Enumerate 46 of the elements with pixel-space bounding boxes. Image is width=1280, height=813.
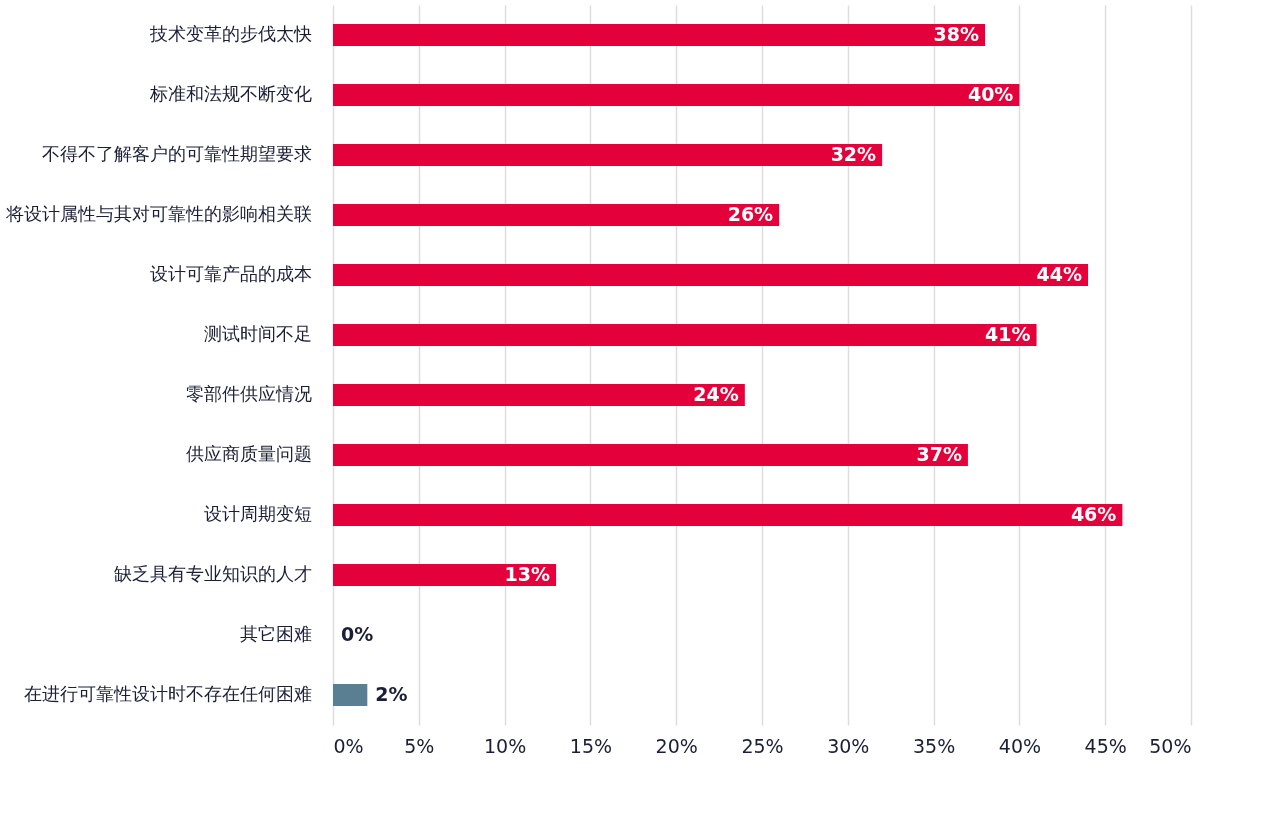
y-tick-label: 设计周期变短 bbox=[203, 503, 312, 524]
y-tick-label: 测试时间不足 bbox=[203, 323, 312, 344]
bar bbox=[333, 324, 1037, 346]
data-label: 13% bbox=[504, 563, 551, 585]
bar bbox=[333, 264, 1089, 286]
x-tick-label: 10% bbox=[483, 734, 527, 757]
x-tick-label: 35% bbox=[912, 734, 956, 757]
bar bbox=[333, 444, 968, 466]
y-tick-label: 在进行可靠性设计时不存在任何困难 bbox=[23, 683, 312, 704]
x-tick-label: 45% bbox=[1084, 734, 1127, 757]
bar bbox=[333, 564, 557, 586]
data-label: 2% bbox=[375, 683, 408, 705]
x-tick-label: 30% bbox=[827, 734, 870, 757]
y-tick-label: 供应商质量问题 bbox=[185, 443, 312, 464]
y-tick-label: 技术变革的步伐太快 bbox=[148, 23, 312, 44]
y-tick-label: 设计可靠产品的成本 bbox=[149, 263, 312, 284]
bar bbox=[333, 504, 1123, 526]
y-tick-label: 标准和法规不断变化 bbox=[148, 83, 312, 104]
bar bbox=[333, 684, 368, 706]
data-label: 44% bbox=[1036, 263, 1083, 285]
data-label: 38% bbox=[933, 23, 980, 45]
data-label: 40% bbox=[967, 83, 1014, 105]
data-label: 26% bbox=[727, 203, 774, 225]
data-label: 24% bbox=[693, 383, 739, 405]
x-tick-label: 0% bbox=[333, 734, 364, 757]
x-tick-label: 25% bbox=[741, 734, 784, 757]
y-tick-label: 零部件供应情况 bbox=[185, 383, 312, 404]
bar bbox=[333, 384, 745, 406]
data-label: 0% bbox=[341, 623, 374, 645]
y-tick-label: 其它困难 bbox=[239, 623, 312, 644]
bar bbox=[333, 204, 780, 226]
data-label: 32% bbox=[830, 143, 877, 165]
bar bbox=[333, 84, 1020, 106]
y-tick-label: 将设计属性与其对可靠性的影响相关联 bbox=[4, 203, 312, 224]
x-tick-label: 40% bbox=[998, 734, 1042, 757]
data-label: 46% bbox=[1070, 503, 1117, 525]
y-tick-label: 不得不了解客户的可靠性期望要求 bbox=[41, 143, 312, 164]
data-label: 41% bbox=[985, 323, 1031, 345]
bar bbox=[333, 24, 986, 46]
x-tick-label: 15% bbox=[569, 734, 613, 757]
x-tick-label: 50% bbox=[1149, 734, 1192, 757]
x-tick-label: 5% bbox=[404, 734, 435, 757]
y-tick-label: 缺乏具有专业知识的人才 bbox=[113, 563, 312, 584]
x-tick-label: 20% bbox=[655, 734, 698, 757]
bar bbox=[333, 144, 883, 166]
data-label: 37% bbox=[916, 443, 962, 465]
